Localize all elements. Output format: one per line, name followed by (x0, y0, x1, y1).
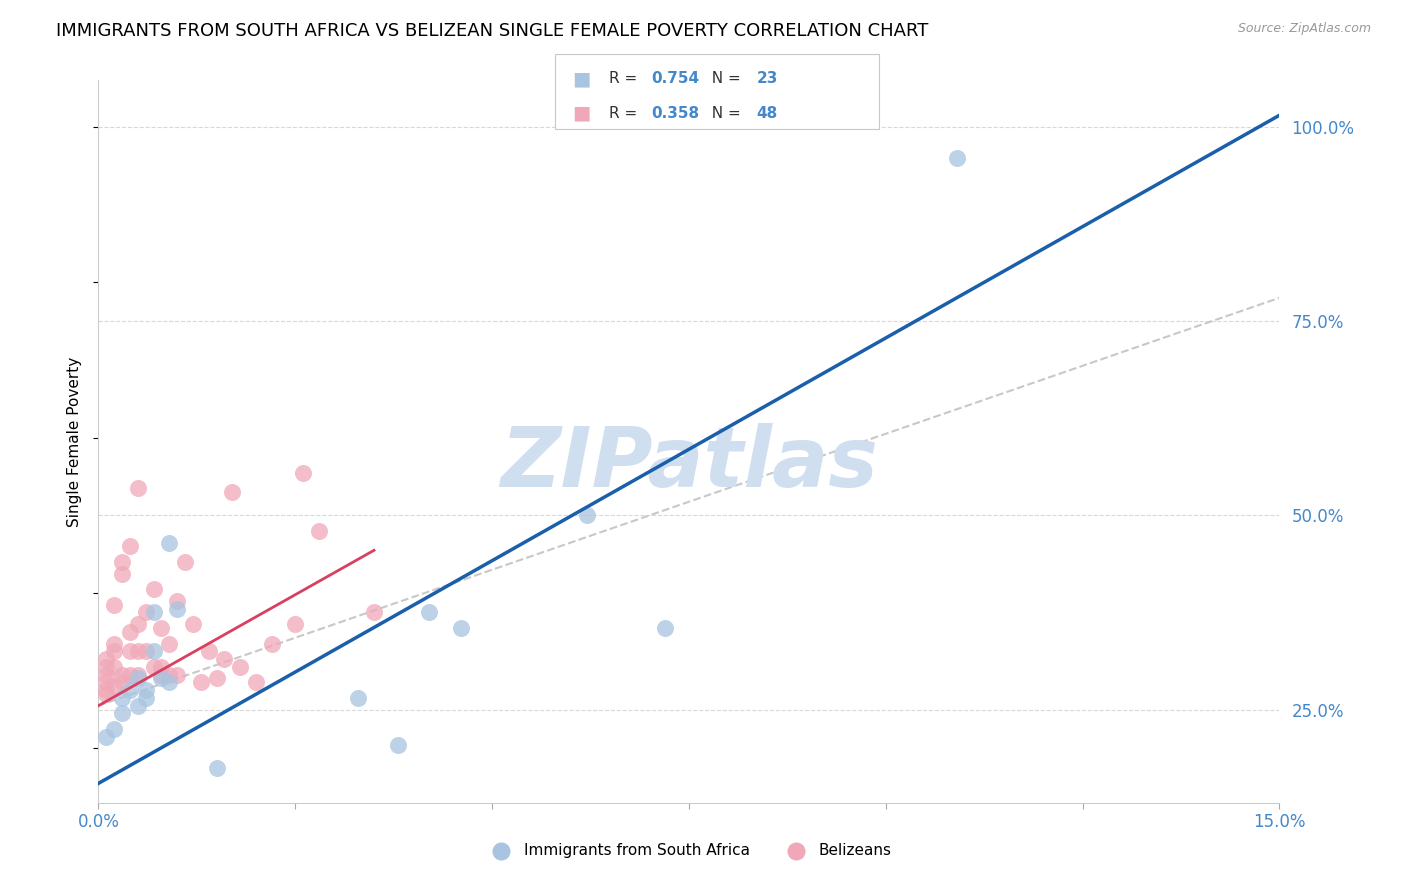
Point (118, 667, 141, 681)
Point (127, 617, 149, 632)
Point (205, 761, 228, 775)
Point (103, 722, 125, 736)
Legend: Immigrants from South Africa, Belizeans: Immigrants from South Africa, Belizeans (479, 837, 898, 863)
Point (142, 606, 165, 620)
Y-axis label: Single Female Poverty: Single Female Poverty (67, 357, 83, 526)
Point (103, 644, 125, 658)
Point (245, 675, 267, 690)
Point (142, 644, 165, 658)
Point (118, 624, 141, 639)
Point (166, 594, 188, 608)
Point (174, 555, 197, 569)
Point (111, 675, 134, 690)
Point (197, 644, 219, 658)
Point (205, 672, 228, 686)
Point (142, 660, 165, 674)
Text: ■: ■ (572, 103, 591, 123)
Point (387, 738, 409, 752)
Point (111, 667, 134, 681)
Point (292, 466, 315, 480)
Point (127, 667, 149, 681)
Text: N =: N = (702, 106, 745, 120)
Text: IMMIGRANTS FROM SOUTH AFRICA VS BELIZEAN SINGLE FEMALE POVERTY CORRELATION CHART: IMMIGRANTS FROM SOUTH AFRICA VS BELIZEAN… (56, 22, 928, 40)
Point (260, 636, 283, 650)
Point (96, 683, 118, 698)
Point (945, 151, 967, 165)
Point (103, 660, 125, 674)
Point (96, 675, 118, 690)
Text: 0.358: 0.358 (651, 106, 699, 120)
Point (157, 675, 180, 690)
Point (181, 617, 204, 632)
Point (135, 690, 157, 705)
Point (118, 540, 141, 554)
Point (654, 621, 676, 635)
Point (150, 660, 173, 674)
Point (111, 690, 134, 705)
Point (103, 679, 125, 693)
Text: ZIPatlas: ZIPatlas (501, 423, 877, 504)
Text: Source: ZipAtlas.com: Source: ZipAtlas.com (1237, 22, 1371, 36)
Point (127, 672, 149, 686)
Point (127, 481, 149, 495)
Text: ■: ■ (572, 69, 591, 88)
Point (308, 524, 330, 538)
Point (347, 690, 370, 705)
Point (150, 621, 173, 635)
Point (166, 667, 188, 681)
Point (96, 652, 118, 666)
Point (418, 606, 440, 620)
Point (150, 667, 173, 681)
Text: R =: R = (609, 71, 643, 86)
Point (127, 644, 149, 658)
Point (118, 683, 141, 698)
Point (142, 582, 165, 596)
Point (135, 606, 157, 620)
Point (135, 644, 157, 658)
Point (111, 555, 134, 569)
Point (284, 617, 307, 632)
Point (118, 644, 141, 658)
Point (150, 672, 173, 686)
Point (221, 485, 243, 500)
Point (157, 636, 180, 650)
Point (450, 621, 472, 635)
Text: N =: N = (702, 71, 745, 86)
Point (96, 730, 118, 744)
Point (157, 667, 180, 681)
Point (135, 683, 157, 698)
Text: 23: 23 (756, 71, 778, 86)
Point (96, 660, 118, 674)
Point (96, 667, 118, 681)
Text: 0.754: 0.754 (651, 71, 699, 86)
Text: R =: R = (609, 106, 643, 120)
Point (166, 601, 188, 615)
Point (229, 660, 252, 674)
Point (214, 652, 236, 666)
Point (127, 698, 149, 713)
Point (575, 508, 598, 523)
Point (157, 535, 180, 549)
Point (103, 598, 125, 612)
Point (190, 675, 212, 690)
Point (103, 636, 125, 650)
Point (111, 706, 134, 721)
Point (96, 687, 118, 701)
Point (363, 606, 385, 620)
Text: 48: 48 (756, 106, 778, 120)
Point (111, 566, 134, 581)
